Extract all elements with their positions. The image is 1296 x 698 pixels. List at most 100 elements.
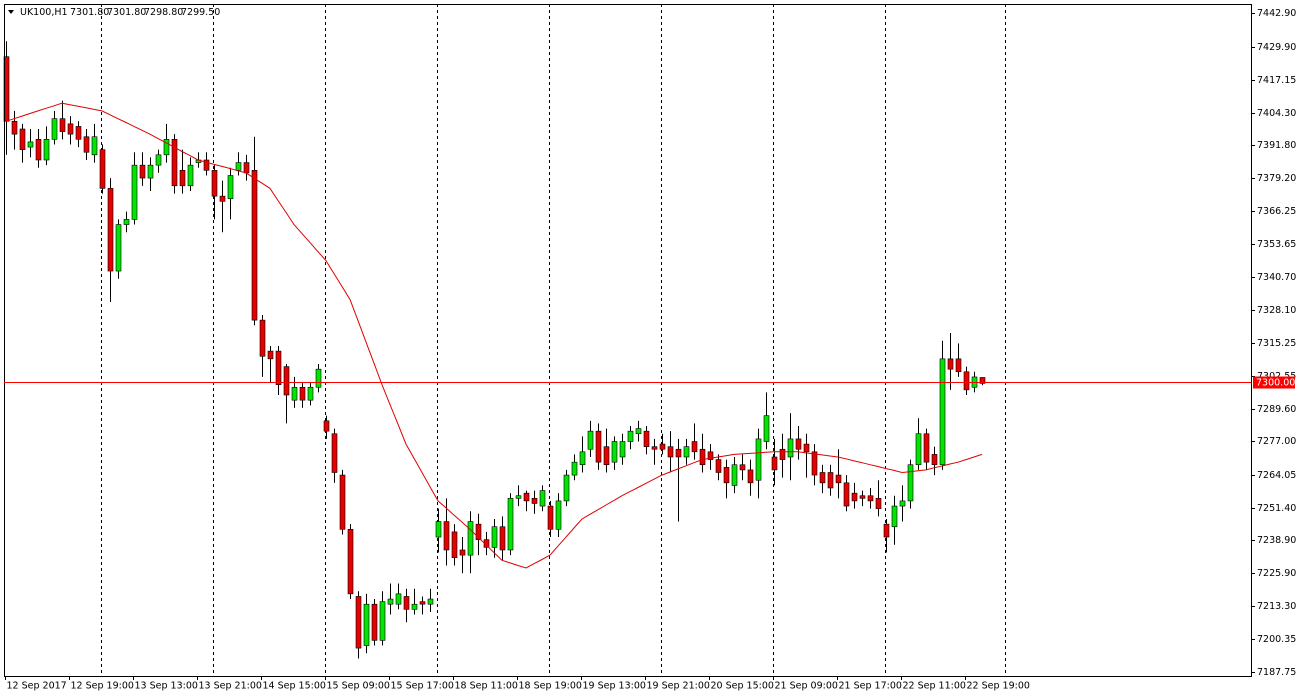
x-tick-label: 13 Sep 13:00: [135, 681, 198, 692]
candle-body: [859, 495, 866, 499]
x-tick-label: 19 Sep 13:00: [583, 681, 646, 692]
candle-body: [411, 603, 418, 610]
candle-body: [515, 495, 522, 499]
candle-body: [451, 531, 458, 559]
candle-body: [531, 498, 538, 504]
candle-body: [139, 164, 146, 179]
header-close: 7299.50: [181, 7, 220, 18]
candle-body: [923, 433, 930, 463]
candle-body: [747, 469, 754, 484]
candle-body: [963, 371, 970, 391]
y-tick-label: 7417.15: [1257, 75, 1296, 86]
candle-body: [91, 136, 98, 156]
candle-body: [883, 523, 890, 538]
y-tick-label: 7225.90: [1257, 568, 1296, 579]
candle-body: [443, 521, 450, 551]
candle-body: [499, 526, 506, 551]
candle-body: [395, 593, 402, 605]
plot-frame: [4, 4, 1252, 677]
y-tick-label: 7238.90: [1257, 535, 1296, 546]
y-tick-label: 7315.25: [1257, 338, 1296, 349]
candle-body: [339, 474, 346, 530]
candle-body: [163, 139, 170, 156]
candle-body: [43, 139, 50, 161]
candle-body: [643, 430, 650, 447]
vertical-separators: [101, 4, 1006, 676]
candle-body: [739, 464, 746, 471]
y-tick-label: 7404.30: [1257, 108, 1296, 119]
candle-body: [979, 377, 986, 384]
candle-body: [563, 474, 570, 502]
candle-body: [875, 498, 882, 509]
candle-body: [619, 441, 626, 458]
candle-body: [635, 428, 642, 435]
candle-body: [131, 164, 138, 220]
menu-arrow[interactable]: [8, 10, 14, 14]
candle-body: [11, 120, 18, 135]
x-tick-label: 15 Sep 09:00: [327, 681, 390, 692]
candle-body: [35, 139, 42, 161]
candle-body: [435, 521, 442, 538]
candle-body: [283, 366, 290, 396]
y-tick-label: 7353.65: [1257, 239, 1296, 250]
candle-body: [59, 118, 66, 132]
candle-body: [787, 438, 794, 458]
candle-body: [363, 603, 370, 646]
candle-body: [939, 358, 946, 466]
candle-body: [331, 433, 338, 473]
candle-body: [595, 430, 602, 463]
candle-body: [115, 224, 122, 272]
candle-body: [555, 500, 562, 530]
y-tick-label: 7200.35: [1257, 634, 1296, 645]
x-tick-label: 21 Sep 09:00: [775, 681, 838, 692]
candle-body: [603, 446, 610, 466]
candle-body: [299, 386, 306, 401]
candle-body: [355, 596, 362, 649]
candle-body: [771, 456, 778, 471]
candle-body: [611, 441, 618, 463]
y-tick-label: 7277.00: [1257, 436, 1296, 447]
symbol: UK100,H1: [20, 7, 68, 18]
x-tick-label: 18 Sep 19:00: [519, 681, 582, 692]
x-tick-label: 18 Sep 11:00: [455, 681, 518, 692]
y-tick-label: 7328.10: [1257, 305, 1296, 316]
candle-body: [851, 492, 858, 502]
candle-body: [931, 454, 938, 466]
candle-body: [171, 139, 178, 187]
header-open: 7301.80: [70, 7, 109, 18]
candle-body: [467, 521, 474, 556]
price-label: 7300.00: [1256, 378, 1295, 389]
y-tick-label: 7289.60: [1257, 404, 1296, 415]
candle-body: [587, 430, 594, 450]
plot: [3, 41, 986, 659]
candle-body: [803, 443, 810, 453]
moving-average: [5, 102, 983, 569]
candle-body: [667, 446, 674, 458]
y-tick-label: 7366.25: [1257, 206, 1296, 217]
candle-body: [155, 154, 162, 166]
candle-body: [779, 448, 786, 460]
candle-body: [275, 350, 282, 385]
y-tick-label: 7213.30: [1257, 601, 1296, 612]
candle-body: [835, 474, 842, 484]
candle-body: [99, 149, 106, 189]
candle-body: [475, 523, 482, 540]
x-tick-label: 15 Sep 17:00: [391, 681, 454, 692]
candle-body: [203, 159, 210, 171]
candle-body: [891, 505, 898, 528]
candle-body: [683, 446, 690, 458]
candle-body: [915, 433, 922, 466]
candle-body: [731, 464, 738, 486]
candle-body: [267, 350, 274, 360]
candle-body: [75, 126, 82, 140]
y-tick-label: 7391.80: [1257, 140, 1296, 151]
candle-body: [723, 467, 730, 484]
candle-body: [123, 219, 130, 225]
candle-body: [507, 498, 514, 551]
candle-body: [315, 368, 322, 388]
header-high: 7301.80: [107, 7, 146, 18]
candle-body: [547, 505, 554, 530]
candle-body: [403, 596, 410, 610]
candle-body: [811, 451, 818, 476]
